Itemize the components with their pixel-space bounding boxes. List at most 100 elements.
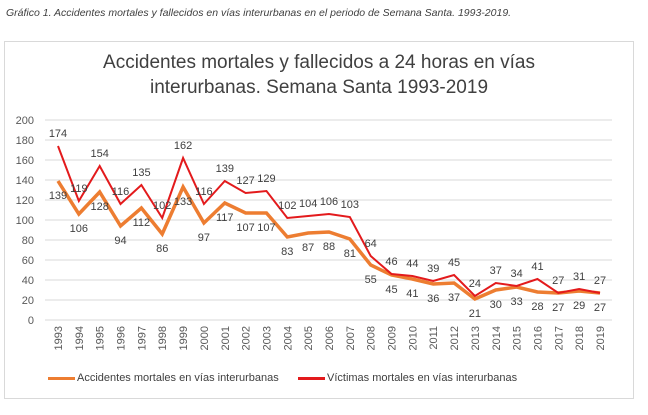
data-label-victimas: 154 [91, 148, 109, 160]
data-label-accidentes: 107 [257, 222, 275, 234]
data-label-victimas: 102 [278, 200, 296, 212]
data-label-accidentes: 21 [469, 308, 481, 320]
x-tick-label: 2014 [491, 326, 503, 350]
data-label-victimas: 103 [341, 199, 359, 211]
data-label-accidentes: 37 [448, 292, 460, 304]
data-label-victimas: 116 [195, 186, 213, 198]
data-label-accidentes: 86 [156, 243, 168, 255]
figure-caption: Gráfico 1. Accidentes mortales y falleci… [6, 7, 512, 19]
x-tick-label: 2003 [261, 326, 273, 350]
data-label-victimas: 39 [427, 263, 439, 275]
data-label-victimas: 46 [385, 256, 397, 268]
x-tick-label: 1995 [95, 326, 107, 350]
data-label-victimas: 41 [531, 261, 543, 273]
data-label-accidentes: 88 [323, 241, 335, 253]
data-label-accidentes: 41 [406, 288, 418, 300]
data-label-accidentes: 45 [385, 284, 397, 296]
x-tick-label: 1994 [74, 326, 86, 350]
x-tick-label: 1996 [116, 326, 128, 350]
data-label-accidentes: 133 [174, 196, 192, 208]
data-label-victimas: 162 [174, 140, 192, 152]
x-tick-label: 2000 [199, 326, 211, 350]
data-label-accidentes: 30 [490, 299, 502, 311]
data-label-accidentes: 117 [216, 212, 234, 224]
data-label-accidentes: 83 [281, 246, 293, 258]
data-label-accidentes: 28 [531, 301, 543, 313]
x-tick-label: 2009 [387, 326, 399, 350]
y-tick-label: 200 [16, 115, 34, 127]
y-tick-label: 0 [28, 315, 34, 327]
legend-item-accidentes: Accidentes mortales en vías interurbanas [48, 372, 279, 384]
data-label-victimas: 119 [70, 183, 88, 195]
data-label-victimas: 174 [49, 128, 67, 140]
x-tick-label: 1997 [136, 326, 148, 350]
data-label-victimas: 31 [573, 271, 585, 283]
x-tick-label: 2013 [470, 326, 482, 350]
x-tick-label: 1999 [178, 326, 190, 350]
x-tick-label: 2017 [553, 326, 565, 350]
x-tick-label: 2019 [595, 326, 607, 350]
y-tick-label: 20 [22, 295, 34, 307]
data-label-accidentes: 87 [302, 242, 314, 254]
data-label-accidentes: 112 [133, 217, 151, 229]
data-label-victimas: 104 [299, 198, 317, 210]
data-label-victimas: 64 [365, 238, 377, 250]
x-tick-label: 2006 [324, 326, 336, 350]
data-label-accidentes: 36 [427, 293, 439, 305]
data-label-victimas: 37 [490, 265, 502, 277]
x-tick-label: 2008 [366, 326, 378, 350]
series-line-victimas [57, 145, 601, 298]
x-tick-label: 2011 [428, 326, 440, 350]
x-tick-label: 2001 [220, 326, 232, 350]
data-label-victimas: 116 [112, 186, 130, 198]
y-tick-label: 80 [22, 235, 34, 247]
data-label-victimas: 127 [236, 175, 254, 187]
data-label-victimas: 106 [320, 196, 338, 208]
y-tick-label: 60 [22, 255, 34, 267]
x-tick-label: 2002 [241, 326, 253, 350]
legend-swatch-accidentes [48, 376, 75, 380]
y-tick-label: 140 [16, 175, 34, 187]
data-label-accidentes: 106 [70, 223, 88, 235]
chart-title-line1: Accidentes mortales y fallecidos a 24 ho… [103, 52, 535, 73]
y-axis-ticks: 0 20 40 60 80 100 120 140 160 180 200 [16, 115, 34, 327]
data-label-accidentes: 97 [198, 232, 210, 244]
data-label-victimas: 45 [448, 257, 460, 269]
data-label-victimas: 44 [406, 258, 418, 270]
x-tick-label: 2018 [574, 326, 586, 350]
series-line-accidentes [56, 180, 601, 302]
x-tick-label: 2016 [532, 326, 544, 350]
data-label-victimas: 135 [132, 167, 150, 179]
data-label-accidentes: 27 [594, 302, 606, 314]
data-label-accidentes: 29 [573, 300, 585, 312]
data-label-accidentes: 27 [552, 302, 564, 314]
y-tick-label: 100 [16, 215, 34, 227]
data-label-victimas: 27 [594, 275, 606, 287]
y-tick-label: 120 [16, 195, 34, 207]
legend-label-victimas: Víctimas mortales en vías interurbanas [327, 372, 518, 384]
x-tick-label: 2007 [345, 326, 357, 350]
data-label-accidentes: 128 [91, 201, 109, 213]
legend-label-accidentes: Accidentes mortales en vías interurbanas [77, 372, 279, 384]
data-label-accidentes: 107 [236, 222, 254, 234]
x-tick-label: 2012 [449, 326, 461, 350]
data-label-victimas: 24 [469, 278, 481, 290]
data-label-accidentes: 94 [114, 235, 126, 247]
data-label-accidentes: 55 [365, 274, 377, 286]
data-label-victimas: 102 [153, 200, 171, 212]
x-tick-label: 2004 [282, 326, 294, 350]
x-tick-label: 2015 [512, 326, 524, 350]
y-tick-label: 40 [22, 275, 34, 287]
data-label-accidentes: 139 [49, 190, 67, 202]
x-tick-label: 2005 [303, 326, 315, 350]
series-lines [56, 145, 601, 302]
data-label-victimas: 27 [552, 275, 564, 287]
chart-title: Accidentes mortales y fallecidos a 24 ho… [4, 50, 634, 100]
legend-swatch-victimas [298, 376, 325, 380]
data-label-accidentes: 33 [510, 296, 522, 308]
y-tick-label: 160 [16, 155, 34, 167]
x-tick-label: 2010 [407, 326, 419, 350]
data-label-victimas: 129 [257, 173, 275, 185]
data-label-victimas: 34 [510, 268, 522, 280]
